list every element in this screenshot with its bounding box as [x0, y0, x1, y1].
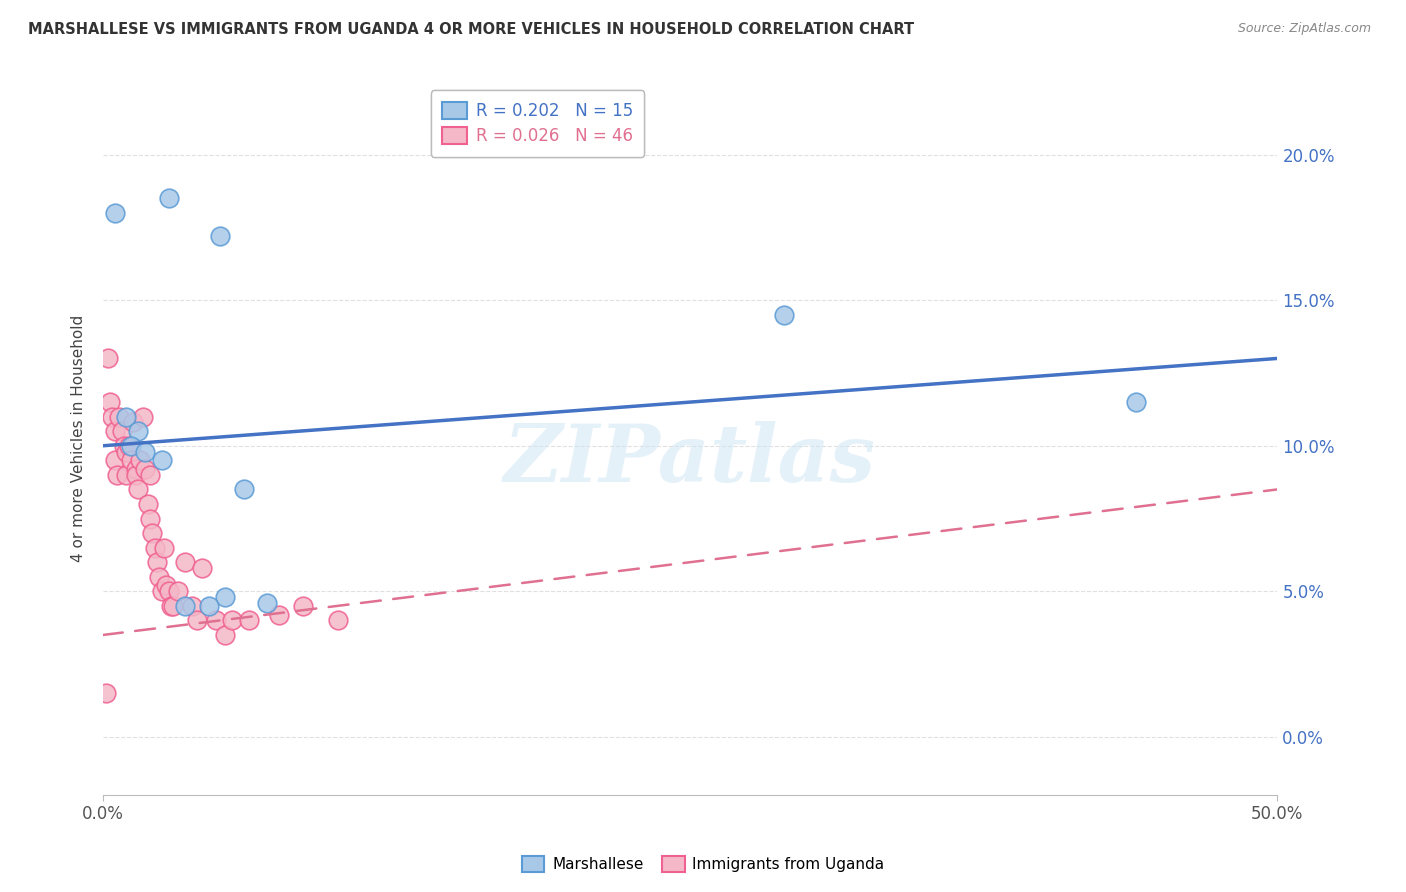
- Point: [120, 453, 142, 467]
- Point: [104, 206, 127, 220]
- Point: [139, 511, 162, 525]
- Point: [146, 555, 169, 569]
- Point: [267, 607, 290, 622]
- Point: [214, 590, 236, 604]
- Point: [221, 614, 243, 628]
- Point: [160, 599, 183, 613]
- Point: [129, 453, 152, 467]
- Point: [143, 541, 166, 555]
- Point: [214, 628, 236, 642]
- Point: [118, 439, 141, 453]
- Point: [127, 424, 149, 438]
- Point: [197, 599, 219, 613]
- Point: [134, 444, 156, 458]
- Point: [104, 453, 127, 467]
- Point: [104, 424, 127, 438]
- Text: ZIPatlas: ZIPatlas: [505, 421, 876, 499]
- Point: [174, 555, 197, 569]
- Point: [115, 444, 138, 458]
- Point: [326, 614, 349, 628]
- Point: [167, 584, 190, 599]
- Point: [238, 614, 260, 628]
- Text: Source: ZipAtlas.com: Source: ZipAtlas.com: [1237, 22, 1371, 36]
- Point: [209, 229, 232, 244]
- Point: [105, 467, 128, 482]
- Point: [97, 351, 120, 366]
- Point: [153, 541, 176, 555]
- Point: [174, 599, 197, 613]
- Point: [232, 483, 254, 497]
- Point: [115, 467, 138, 482]
- Point: [134, 462, 156, 476]
- Point: [96, 686, 118, 700]
- Point: [148, 570, 170, 584]
- Y-axis label: 4 or more Vehicles in Household: 4 or more Vehicles in Household: [72, 315, 86, 562]
- Point: [127, 483, 149, 497]
- Point: [157, 584, 180, 599]
- Point: [162, 599, 184, 613]
- Point: [150, 584, 173, 599]
- Point: [120, 439, 142, 453]
- Legend: Marshallese, Immigrants from Uganda: Marshallese, Immigrants from Uganda: [513, 848, 893, 880]
- Point: [125, 467, 148, 482]
- Point: [111, 424, 134, 438]
- Point: [125, 462, 148, 476]
- Point: [157, 191, 180, 205]
- Point: [155, 578, 177, 592]
- Point: [256, 596, 278, 610]
- Point: [141, 526, 163, 541]
- Point: [150, 453, 173, 467]
- Text: MARSHALLESE VS IMMIGRANTS FROM UGANDA 4 OR MORE VEHICLES IN HOUSEHOLD CORRELATIO: MARSHALLESE VS IMMIGRANTS FROM UGANDA 4 …: [28, 22, 914, 37]
- Point: [98, 395, 121, 409]
- Point: [122, 416, 145, 430]
- Point: [112, 439, 135, 453]
- Point: [136, 497, 159, 511]
- Point: [181, 599, 204, 613]
- Point: [132, 409, 155, 424]
- Point: [101, 409, 124, 424]
- Point: [139, 467, 162, 482]
- Point: [1125, 395, 1147, 409]
- Point: [190, 561, 212, 575]
- Point: [773, 308, 796, 322]
- Point: [291, 599, 314, 613]
- Point: [204, 614, 226, 628]
- Point: [186, 614, 208, 628]
- Point: [115, 409, 138, 424]
- Point: [108, 409, 131, 424]
- Legend: R = 0.202   N = 15, R = 0.026   N = 46: R = 0.202 N = 15, R = 0.026 N = 46: [430, 90, 644, 157]
